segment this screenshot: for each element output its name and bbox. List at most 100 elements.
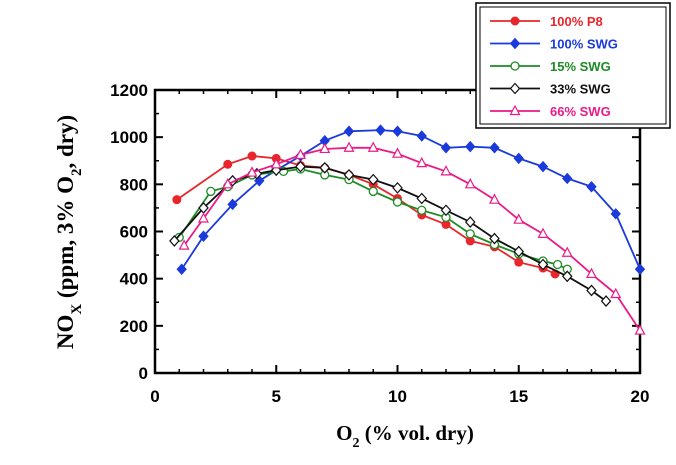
data-point [513, 213, 525, 224]
data-point [537, 160, 549, 173]
data-point [319, 161, 331, 174]
legend-entry: 100% P8 [490, 14, 603, 29]
legend-entry: 66% SWG [490, 104, 611, 119]
legend-entry: 33% SWG [490, 82, 611, 97]
data-point [295, 148, 306, 159]
data-point [169, 235, 180, 247]
legend-label: 66% SWG [550, 104, 611, 119]
legend-entry: 100% SWG [490, 37, 618, 52]
data-point [343, 125, 355, 138]
data-point [416, 130, 427, 142]
data-point [537, 227, 549, 238]
data-point [198, 212, 209, 223]
legend-marker [509, 37, 521, 50]
data-point [561, 270, 573, 283]
data-point [223, 159, 233, 169]
x-tick-label: 20 [631, 387, 650, 406]
data-point [634, 324, 646, 335]
y-tick-label: 1200 [110, 81, 148, 100]
legend-label: 100% P8 [550, 14, 603, 29]
legend-marker [509, 82, 521, 95]
data-point [392, 181, 403, 194]
data-point [416, 192, 428, 205]
legend: 100% P8 100% SWG 15% SWG 33% SWG 66% SWG [475, 2, 671, 129]
legend-label: 15% SWG [550, 59, 611, 74]
x-tick-label: 10 [388, 387, 407, 406]
data-point [464, 178, 476, 189]
data-point [368, 186, 378, 197]
y-tick-label: 200 [120, 317, 148, 336]
x-tick-label: 15 [509, 387, 528, 406]
data-point [172, 195, 182, 205]
data-point [465, 140, 476, 153]
data-point [343, 169, 355, 181]
data-point [489, 142, 500, 154]
data-point [295, 160, 306, 173]
data-point [222, 178, 234, 189]
y-tick-label: 600 [120, 223, 148, 242]
y-tick-label: 800 [120, 175, 148, 194]
series-layer [169, 124, 646, 335]
data-point [634, 263, 646, 275]
legend-inner-border [479, 6, 667, 125]
x-tick-label: 0 [150, 387, 159, 406]
y-tick-label: 0 [139, 364, 148, 383]
data-point [270, 158, 282, 169]
legend-items: 100% P8 100% SWG 15% SWG 33% SWG 66% SWG [490, 14, 618, 119]
data-point [610, 208, 621, 220]
data-point [392, 147, 403, 158]
y-axis-ticks: 0 200 400 600 800 1000 1200 [110, 81, 640, 383]
y-tick-label: 1000 [110, 128, 148, 147]
y-axis-title: NOX (ppm, 3% O2, dry) [53, 115, 85, 349]
data-point [247, 151, 257, 161]
data-point [586, 284, 597, 297]
data-point [227, 198, 238, 211]
y-tick-label: 400 [120, 270, 148, 289]
data-point [513, 152, 524, 165]
data-point [440, 204, 452, 217]
data-point [552, 259, 563, 270]
x-axis-ticks: 0 5 10 15 20 [150, 90, 649, 406]
data-point [417, 205, 427, 215]
data-point [489, 193, 500, 204]
data-point [561, 246, 573, 257]
data-point [586, 180, 597, 193]
data-point [440, 165, 452, 176]
series-100-swg [176, 124, 646, 275]
series-line [183, 146, 641, 332]
data-point [513, 245, 525, 258]
x-axis-title: O2 (% vol. dry) [336, 421, 474, 451]
legend-marker [510, 16, 520, 26]
data-point [178, 239, 190, 250]
data-point [440, 142, 452, 154]
series-line [180, 129, 641, 270]
data-point [537, 258, 549, 271]
data-point [198, 230, 209, 242]
data-point [489, 232, 500, 245]
data-point [586, 267, 597, 279]
data-point [246, 166, 258, 177]
data-point [367, 141, 379, 152]
data-point [514, 257, 524, 267]
x-tick-label: 5 [272, 387, 281, 406]
data-point [375, 124, 386, 136]
data-point [392, 197, 403, 207]
series-66-swg [178, 141, 646, 335]
legend-marker [510, 61, 520, 71]
data-point [600, 295, 612, 307]
series-line [176, 155, 556, 275]
data-point [562, 172, 573, 185]
legend-label: 100% SWG [550, 37, 618, 52]
data-point [343, 141, 355, 152]
legend-label: 33% SWG [550, 82, 611, 97]
data-point [610, 287, 622, 299]
legend-entry: 15% SWG [490, 59, 611, 74]
data-point [392, 125, 403, 138]
data-point [319, 142, 331, 154]
data-point [416, 156, 428, 168]
data-point [367, 173, 379, 186]
data-point [465, 229, 475, 239]
data-point [206, 186, 216, 197]
